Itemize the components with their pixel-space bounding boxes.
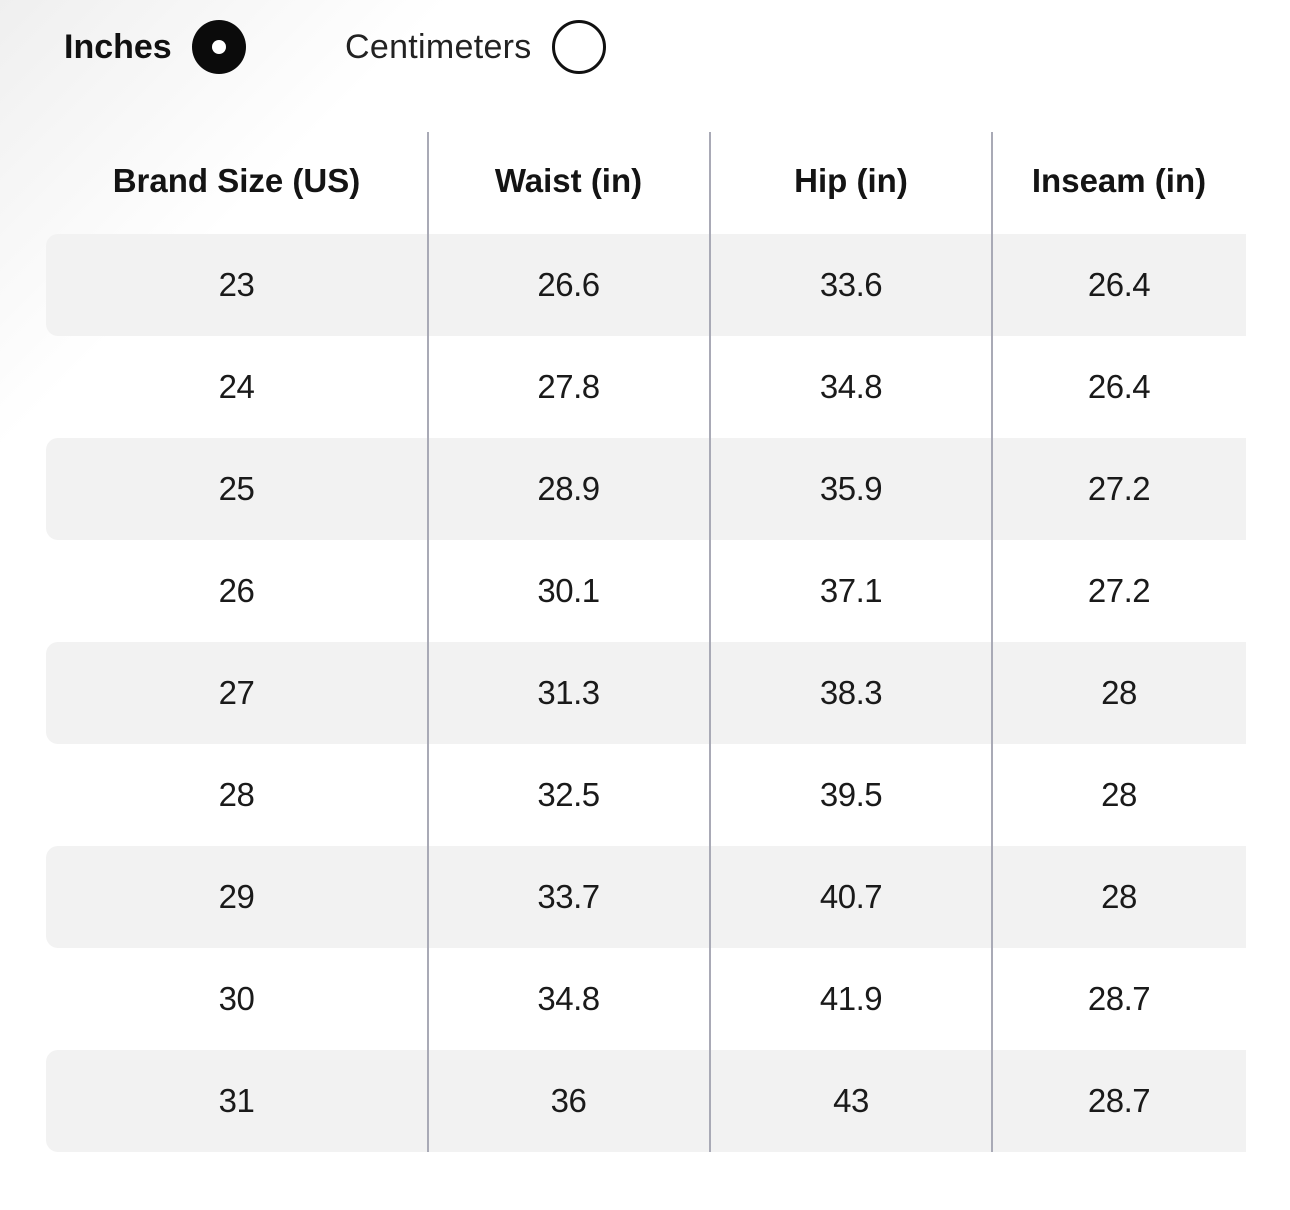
cell-inseam: 26.4 [1087,368,1151,405]
table-header-row: Brand Size (US) Waist (in) Hip (in) Inse… [46,132,1246,234]
cell-hip: 37.1 [819,572,883,609]
unit-option-centimeters[interactable]: Centimeters [345,18,606,76]
cell-hip: 39.5 [819,776,883,813]
cell-brand-size: 28 [218,776,255,813]
table-row: 27 31.3 38.3 28 [46,642,1246,744]
cell-waist: 33.7 [537,878,600,915]
cell-waist: 26.6 [537,266,600,303]
table-row: 25 28.9 35.9 27.2 [46,438,1246,540]
cell-waist: 31.3 [537,674,600,711]
cell-brand-size: 24 [218,368,255,405]
unit-option-inches[interactable]: Inches [64,18,246,76]
table-row: 24 27.8 34.8 26.4 [46,336,1246,438]
cell-hip: 41.9 [819,980,883,1017]
size-chart-table: Brand Size (US) Waist (in) Hip (in) Inse… [46,132,1246,1152]
cell-inseam: 28.7 [1087,980,1151,1017]
header-waist: Waist (in) [494,162,643,199]
cell-brand-size: 31 [218,1082,255,1119]
cell-inseam: 28 [1101,878,1137,915]
table-row: 26 30.1 37.1 27.2 [46,540,1246,642]
cell-hip: 33.6 [819,266,883,303]
cell-inseam: 26.4 [1087,266,1151,303]
table-row: 31 36 43 28.7 [46,1050,1246,1152]
cell-brand-size: 27 [218,674,255,711]
header-inseam: Inseam (in) [1031,162,1207,199]
cell-inseam: 28 [1101,776,1137,813]
cell-hip: 35.9 [819,470,883,507]
header-brand-size: Brand Size (US) [112,162,361,199]
radio-selected-icon[interactable] [191,20,246,74]
table-row: 30 34.8 41.9 28.7 [46,948,1246,1050]
radio-unselected-icon[interactable] [551,20,606,74]
cell-waist: 34.8 [537,980,600,1017]
cell-inseam: 27.2 [1087,470,1151,507]
cell-brand-size: 30 [218,980,255,1017]
cell-brand-size: 26 [218,572,255,609]
table-row: 23 26.6 33.6 26.4 [46,234,1246,336]
cell-hip: 38.3 [819,674,883,711]
cell-brand-size: 29 [218,878,255,915]
cell-inseam: 27.2 [1087,572,1151,609]
table-body: 23 26.6 33.6 26.4 24 27.8 34.8 26.4 25 2… [46,234,1246,1152]
unit-label-inches: Inches [64,28,172,66]
table-row: 29 33.7 40.7 28 [46,846,1246,948]
column-divider [991,132,993,1152]
cell-waist: 32.5 [537,776,600,813]
unit-toggle: Inches Centimeters [64,18,684,76]
column-divider [709,132,711,1152]
cell-waist: 36 [550,1082,587,1119]
cell-waist: 30.1 [537,572,600,609]
cell-inseam: 28 [1101,674,1137,711]
cell-brand-size: 25 [218,470,255,507]
table-row: 28 32.5 39.5 28 [46,744,1246,846]
column-divider [427,132,429,1152]
unit-label-centimeters: Centimeters [345,28,532,66]
cell-inseam: 28.7 [1087,1082,1151,1119]
cell-waist: 27.8 [537,368,600,405]
cell-brand-size: 23 [218,266,255,303]
header-hip: Hip (in) [794,162,908,199]
cell-waist: 28.9 [537,470,600,507]
cell-hip: 43 [833,1082,869,1119]
cell-hip: 40.7 [819,878,883,915]
cell-hip: 34.8 [819,368,883,405]
